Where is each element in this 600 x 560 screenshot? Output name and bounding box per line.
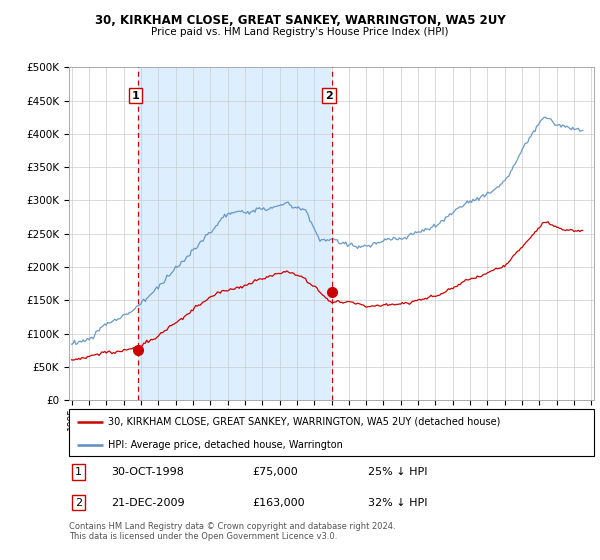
Text: Contains HM Land Registry data © Crown copyright and database right 2024.
This d: Contains HM Land Registry data © Crown c…	[69, 522, 395, 542]
Text: 30-OCT-1998: 30-OCT-1998	[111, 467, 184, 477]
Text: 21-DEC-2009: 21-DEC-2009	[111, 498, 185, 508]
Text: Price paid vs. HM Land Registry's House Price Index (HPI): Price paid vs. HM Land Registry's House …	[151, 27, 449, 37]
Text: 2: 2	[325, 91, 333, 101]
Text: 2: 2	[75, 498, 82, 508]
Text: 30, KIRKHAM CLOSE, GREAT SANKEY, WARRINGTON, WA5 2UY (detached house): 30, KIRKHAM CLOSE, GREAT SANKEY, WARRING…	[109, 417, 501, 427]
Text: HPI: Average price, detached house, Warrington: HPI: Average price, detached house, Warr…	[109, 440, 343, 450]
Text: 1: 1	[75, 467, 82, 477]
Bar	[138, 67, 331, 400]
Text: £75,000: £75,000	[253, 467, 299, 477]
Text: 32% ↓ HPI: 32% ↓ HPI	[368, 498, 428, 508]
Text: 25% ↓ HPI: 25% ↓ HPI	[368, 467, 428, 477]
Text: 1: 1	[131, 91, 139, 101]
Text: £163,000: £163,000	[253, 498, 305, 508]
Text: 30, KIRKHAM CLOSE, GREAT SANKEY, WARRINGTON, WA5 2UY: 30, KIRKHAM CLOSE, GREAT SANKEY, WARRING…	[95, 14, 505, 27]
FancyBboxPatch shape	[69, 409, 594, 456]
